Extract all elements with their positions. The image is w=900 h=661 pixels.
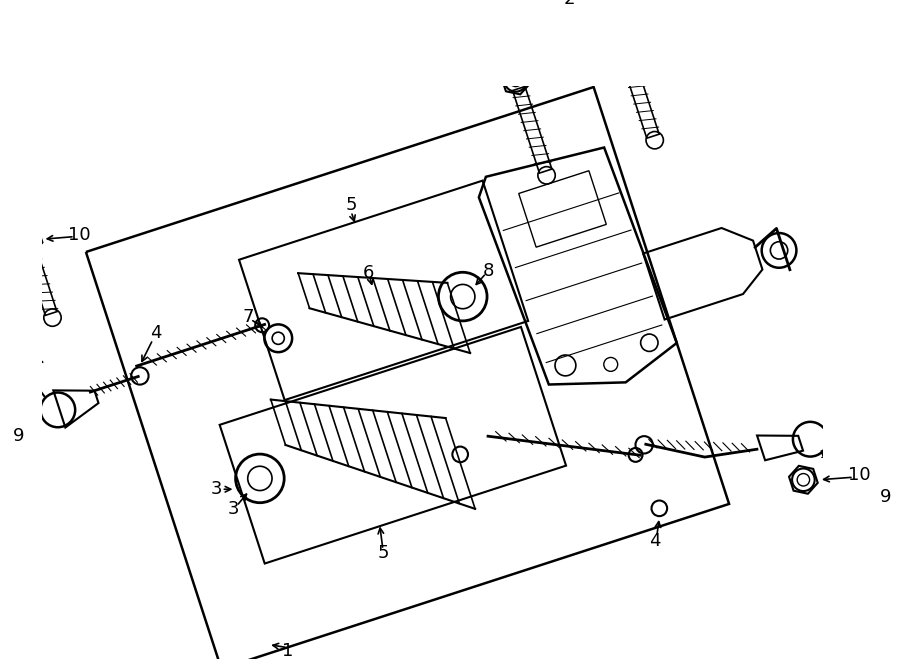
Text: 4: 4 — [149, 323, 161, 342]
Text: 10: 10 — [68, 226, 90, 244]
Text: 6: 6 — [363, 264, 374, 282]
Text: 5: 5 — [377, 545, 389, 563]
Text: 9: 9 — [880, 488, 892, 506]
Text: 7: 7 — [242, 307, 254, 326]
Text: 9: 9 — [13, 427, 24, 445]
Text: 4: 4 — [649, 532, 661, 551]
Text: 10: 10 — [849, 467, 871, 485]
Text: 1: 1 — [282, 642, 293, 660]
Text: 3: 3 — [228, 500, 239, 518]
Text: 5: 5 — [346, 196, 357, 214]
Text: 8: 8 — [483, 262, 494, 280]
Text: 2: 2 — [564, 0, 575, 8]
Text: 3: 3 — [211, 481, 222, 498]
